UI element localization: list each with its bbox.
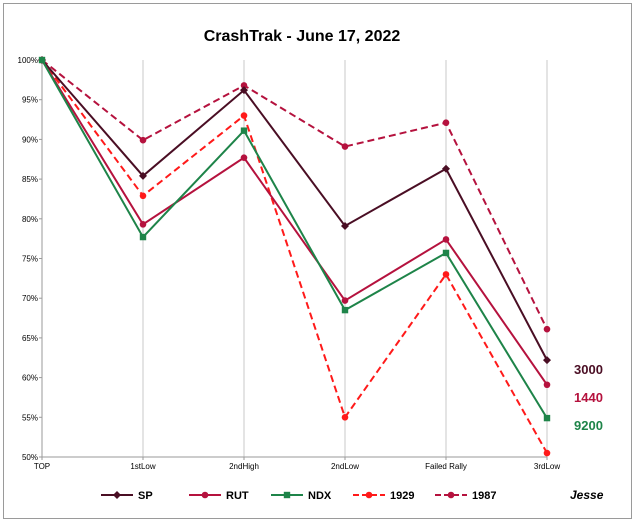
signature: Jesse [570, 488, 604, 502]
chart-title: CrashTrak - June 17, 2022 [204, 28, 401, 45]
data-point [442, 249, 450, 257]
data-point [543, 325, 551, 333]
y-tick-label: 80% [22, 215, 38, 224]
data-point [442, 236, 450, 243]
data-point [240, 127, 248, 134]
series-sp [38, 56, 551, 365]
y-tick-label: 50% [22, 453, 38, 462]
legend-swatch-marker [447, 491, 455, 499]
legend-item-1987: 1987 [435, 490, 496, 502]
data-point [139, 136, 147, 144]
y-tick-label: 95% [22, 96, 38, 105]
y-tick-label: 85% [22, 175, 38, 184]
series-line-1987 [41, 59, 548, 330]
series-lines [38, 56, 551, 457]
y-tick-label: 65% [22, 334, 38, 343]
legend-item-rut: RUT [189, 490, 249, 502]
data-point [341, 221, 349, 230]
x-tick-label: 3rdLow [534, 462, 560, 471]
legend-label: 1929 [390, 490, 414, 502]
series-line-sp [41, 59, 548, 361]
data-point [240, 112, 248, 119]
x-tick-label: Failed Rally [425, 462, 467, 471]
legend-label: RUT [226, 490, 249, 502]
data-point [139, 233, 147, 241]
data-point [38, 56, 46, 64]
data-point [543, 414, 551, 422]
data-point [240, 86, 248, 95]
axes: 50% 55% 60% 65% 70% 75% 80% 85% 90% 95% 100% TOP 1st… [18, 56, 561, 471]
data-point [139, 221, 147, 228]
data-point [341, 297, 349, 304]
end-label-rut: 1440 [574, 390, 603, 405]
y-tick-label: 60% [22, 374, 38, 383]
data-point [442, 119, 450, 127]
series-ndx [38, 56, 551, 422]
legend-swatch-marker [365, 491, 373, 499]
series-line-rut [41, 59, 548, 386]
y-tick-label: 90% [22, 135, 38, 144]
end-label-ndx: 9200 [574, 418, 603, 433]
data-point [240, 82, 248, 89]
data-point [442, 164, 450, 173]
series-line-ndx [41, 59, 548, 419]
legend-item-sp: SP [101, 490, 153, 502]
legend: SP RUT NDX 1929 1987 [101, 490, 496, 502]
data-point [240, 154, 248, 161]
chart-frame: CrashTrak - June 17, 2022 50% 55% 60% 65% 70… [3, 3, 632, 519]
x-tick-label: 2ndHigh [229, 462, 259, 471]
series-line-1929 [41, 59, 548, 454]
data-point [543, 449, 551, 457]
x-tick-label: 2ndLow [331, 462, 359, 471]
data-point [341, 143, 349, 150]
y-tick-label: 55% [22, 413, 38, 422]
grid [142, 60, 548, 457]
legend-swatch-marker [113, 491, 121, 499]
end-label-sp: 3000 [574, 362, 603, 377]
data-point [543, 381, 551, 389]
legend-item-1929: 1929 [353, 490, 414, 502]
data-point [341, 414, 349, 421]
legend-label: NDX [308, 490, 332, 502]
x-tick-label: 1stLow [130, 462, 156, 471]
y-tick-label: 100% [18, 56, 38, 65]
data-point [341, 306, 349, 314]
chart: CrashTrak - June 17, 2022 50% 55% 60% 65% 70… [18, 28, 604, 502]
legend-swatch-marker [283, 491, 291, 499]
x-tick-label: TOP [34, 462, 50, 471]
end-labels: 3000 1440 9200 [574, 362, 603, 433]
legend-item-ndx: NDX [271, 490, 332, 502]
data-point [139, 171, 147, 180]
legend-label: 1987 [472, 490, 496, 502]
y-tick-label: 70% [22, 294, 38, 303]
legend-swatch-marker [201, 491, 209, 499]
legend-label: SP [138, 490, 153, 502]
data-point [139, 192, 147, 200]
data-point [543, 356, 551, 365]
data-point [442, 271, 450, 278]
series-1987 [38, 56, 551, 333]
y-tick-label: 75% [22, 255, 38, 264]
